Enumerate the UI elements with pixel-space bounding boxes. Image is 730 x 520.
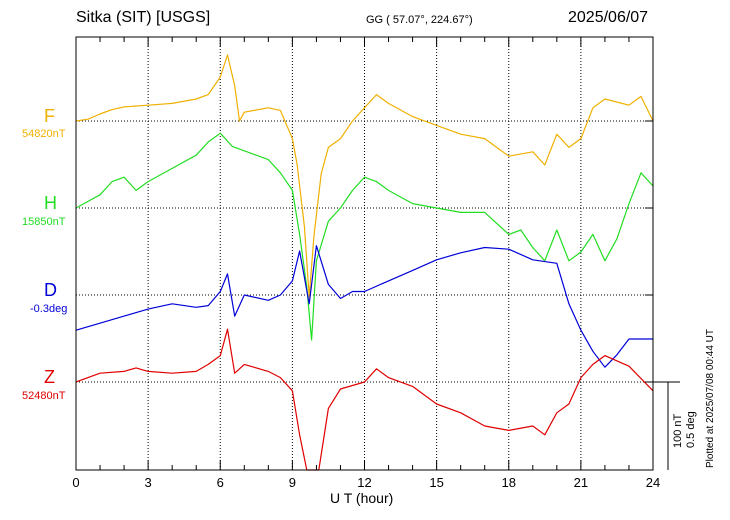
series-label-h: H	[44, 193, 57, 213]
station-title: Sitka (SIT) [USGS]	[76, 9, 211, 26]
series-label-z: Z	[44, 367, 55, 387]
x-tick-label: 18	[501, 475, 516, 490]
series-line-d	[75, 245, 653, 368]
series-baseline-z: 52480nT	[22, 390, 66, 402]
series-baseline-h: 15850nT	[22, 216, 66, 228]
x-axis-label: U T (hour)	[330, 490, 394, 506]
series-baseline-d: -0.3deg	[30, 303, 68, 315]
scale-deg-label: 0.5 deg	[685, 411, 697, 448]
series-line-z	[75, 328, 654, 471]
axis-ticks	[75, 37, 654, 470]
plotted-timestamp: Plotted at 2025/07/08 00:44 UT	[705, 329, 716, 468]
series-line-f	[75, 54, 654, 298]
x-tick-label: 0	[72, 475, 80, 490]
series-baseline-f: 54820nT	[22, 128, 66, 140]
x-tick-label: 15	[429, 475, 444, 490]
plot-date: 2025/06/07	[568, 9, 649, 26]
x-tick-label: 9	[288, 475, 296, 490]
series-label-f: F	[44, 106, 55, 126]
series-lines	[75, 54, 654, 471]
station-coordinates: GG ( 57.07°, 224.67°)	[366, 14, 473, 26]
x-tick-label: 12	[357, 475, 372, 490]
series-line-h	[75, 132, 654, 341]
x-tick-label: 24	[645, 475, 661, 490]
x-tick-label: 21	[573, 475, 589, 490]
scale-nt-label: 100 nT	[672, 413, 684, 448]
x-tick-label: 3	[144, 475, 152, 490]
series-label-d: D	[44, 280, 57, 300]
scale-bar	[653, 381, 680, 470]
x-tick-label: 6	[216, 475, 224, 490]
grid-lines	[76, 37, 653, 470]
